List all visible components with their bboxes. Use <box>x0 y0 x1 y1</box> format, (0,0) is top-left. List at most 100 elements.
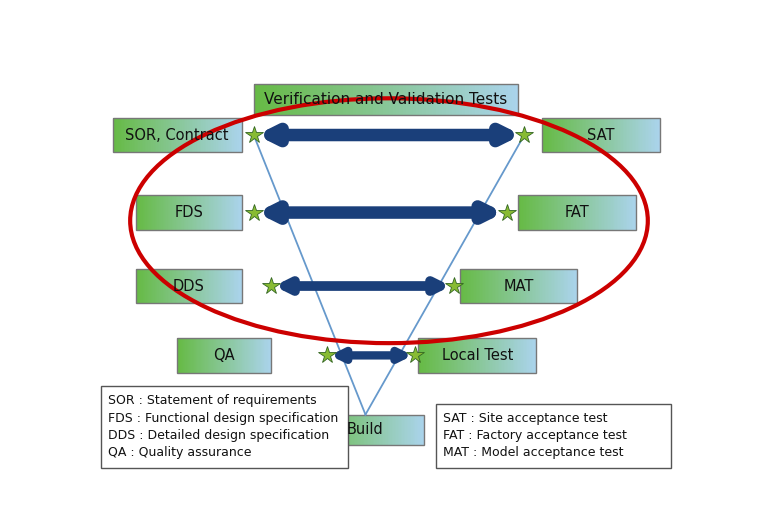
Bar <box>345 414 346 445</box>
Bar <box>499 84 502 114</box>
Bar <box>413 414 414 445</box>
Bar <box>141 195 143 230</box>
Bar <box>189 269 191 303</box>
Bar <box>316 414 317 445</box>
Bar <box>342 414 343 445</box>
Bar <box>551 195 553 230</box>
Bar <box>446 84 449 114</box>
Bar <box>658 118 660 152</box>
Bar <box>219 269 221 303</box>
Text: Build: Build <box>347 422 384 437</box>
Bar <box>469 84 472 114</box>
Bar <box>573 195 575 230</box>
Bar <box>389 84 392 114</box>
Bar <box>366 414 367 445</box>
Bar <box>436 404 672 467</box>
Bar <box>382 414 383 445</box>
Text: DDS: DDS <box>173 278 205 294</box>
Bar <box>602 195 603 230</box>
Bar <box>424 338 426 373</box>
Bar <box>521 338 523 373</box>
Bar <box>223 195 225 230</box>
Bar <box>482 338 483 373</box>
Bar <box>537 269 539 303</box>
Bar <box>164 269 165 303</box>
Bar <box>474 269 476 303</box>
Bar <box>390 414 392 445</box>
Bar <box>564 269 565 303</box>
Bar <box>518 195 520 230</box>
Bar <box>598 195 600 230</box>
Bar <box>530 269 531 303</box>
Bar <box>157 195 159 230</box>
Bar <box>228 338 229 373</box>
Bar <box>455 84 459 114</box>
Bar <box>521 269 523 303</box>
Bar <box>449 338 451 373</box>
Bar <box>524 195 526 230</box>
Bar <box>257 84 260 114</box>
Bar <box>517 269 518 303</box>
Bar <box>524 269 526 303</box>
Bar <box>155 195 156 230</box>
Bar <box>178 338 180 373</box>
Bar <box>576 195 577 230</box>
Bar <box>426 338 427 373</box>
Bar <box>546 195 548 230</box>
Bar <box>194 195 196 230</box>
Bar <box>548 118 550 152</box>
Bar <box>586 195 587 230</box>
Bar <box>254 84 518 114</box>
Bar <box>196 338 197 373</box>
Bar <box>230 195 231 230</box>
Bar <box>427 338 429 373</box>
Bar <box>630 118 631 152</box>
Bar <box>614 195 616 230</box>
Bar <box>241 195 242 230</box>
Bar <box>335 414 336 445</box>
Bar <box>518 269 520 303</box>
Bar <box>613 118 614 152</box>
Bar <box>172 269 173 303</box>
Bar <box>454 338 455 373</box>
Bar <box>533 195 534 230</box>
Bar <box>385 414 386 445</box>
Bar <box>145 118 146 152</box>
Bar <box>437 338 439 373</box>
Bar <box>182 338 183 373</box>
Bar <box>487 269 489 303</box>
Bar <box>583 118 584 152</box>
Bar <box>208 338 209 373</box>
Bar <box>575 269 576 303</box>
Bar <box>200 118 201 152</box>
Bar <box>213 338 214 373</box>
Bar <box>542 269 543 303</box>
Bar <box>371 414 373 445</box>
Bar <box>136 195 137 230</box>
Bar <box>206 338 208 373</box>
Bar <box>243 338 244 373</box>
Bar <box>257 338 258 373</box>
Bar <box>460 338 461 373</box>
Bar <box>526 195 528 230</box>
Bar <box>216 118 218 152</box>
Bar <box>496 338 498 373</box>
Bar <box>181 118 182 152</box>
Bar <box>627 118 628 152</box>
Bar <box>353 84 356 114</box>
Bar <box>329 414 330 445</box>
Bar <box>559 118 561 152</box>
Bar <box>238 269 239 303</box>
Bar <box>238 118 241 152</box>
Bar <box>558 118 559 152</box>
Bar <box>139 195 140 230</box>
Bar <box>490 269 492 303</box>
Bar <box>350 84 353 114</box>
Bar <box>635 118 636 152</box>
Bar <box>169 118 171 152</box>
Bar <box>559 269 561 303</box>
Bar <box>184 118 185 152</box>
Bar <box>562 118 564 152</box>
Bar <box>364 414 366 445</box>
Bar <box>511 269 512 303</box>
